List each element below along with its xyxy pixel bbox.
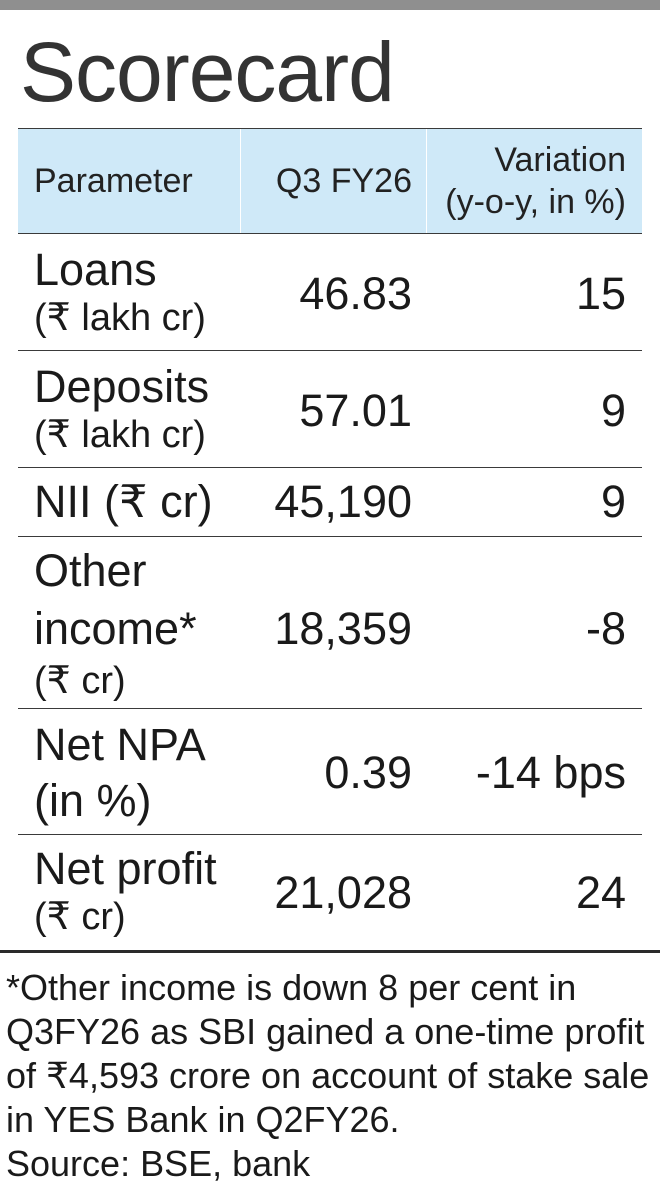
row-q3-value: 45,190 bbox=[274, 476, 412, 527]
row-variation-value: 15 bbox=[575, 268, 626, 319]
header-q3: Q3 FY26 bbox=[275, 161, 412, 200]
table-row: Deposits (₹ lakh cr) 57.01 9 bbox=[18, 351, 642, 468]
row-label-main: Net NPA bbox=[34, 719, 206, 770]
row-label: Loans (₹ lakh cr) bbox=[34, 246, 206, 342]
header-parameter: Parameter bbox=[34, 161, 193, 200]
row-q3-value: 0.39 bbox=[324, 747, 412, 798]
footnote: *Other income is down 8 per cent in Q3FY… bbox=[6, 966, 656, 1186]
table-row: Net NPA (in %) 0.39 -14 bps bbox=[18, 709, 642, 835]
row-label: Other income* (₹ cr) bbox=[34, 547, 197, 705]
header-variation: Variation (y-o-y, in %) bbox=[426, 129, 626, 233]
table-header-row: Parameter Q3 FY26 Variation (y-o-y, in %… bbox=[18, 128, 642, 234]
table-bottom-rule bbox=[0, 950, 660, 953]
row-variation-value: -8 bbox=[585, 603, 626, 654]
header-variation-line2: (y-o-y, in %) bbox=[445, 183, 626, 221]
row-label-main: Net profit bbox=[34, 843, 217, 894]
top-rule bbox=[0, 0, 660, 10]
table-row: Loans (₹ lakh cr) 46.83 15 bbox=[18, 234, 642, 351]
row-variation-value: 9 bbox=[600, 385, 626, 436]
header-divider bbox=[240, 129, 241, 233]
table-row: Other income* (₹ cr) 18,359 -8 bbox=[18, 537, 642, 709]
scorecard-table: Parameter Q3 FY26 Variation (y-o-y, in %… bbox=[18, 128, 642, 947]
row-label: Net NPA (in %) bbox=[34, 721, 206, 825]
row-variation-value: 24 bbox=[575, 867, 626, 918]
row-variation-value: -14 bps bbox=[475, 747, 626, 798]
row-label-sub: (₹ lakh cr) bbox=[34, 414, 206, 456]
row-label-main: Loans bbox=[34, 244, 157, 295]
footnote-line: Q3FY26 as SBI gained a one-time profit bbox=[6, 1011, 645, 1052]
table-row: Net profit (₹ cr) 21,028 24 bbox=[18, 835, 642, 947]
row-variation-value: 9 bbox=[600, 476, 626, 527]
header-variation-line1: Variation bbox=[494, 141, 626, 179]
row-label-main-2: income* bbox=[34, 603, 197, 654]
source-line: Source: BSE, bank bbox=[6, 1143, 311, 1184]
footnote-line: of ₹4,593 crore on account of stake sale bbox=[6, 1055, 650, 1096]
row-label-sub: (₹ lakh cr) bbox=[34, 297, 206, 339]
row-q3-value: 46.83 bbox=[299, 268, 412, 319]
row-label: Net profit (₹ cr) bbox=[34, 845, 217, 941]
row-q3-value: 21,028 bbox=[274, 867, 412, 918]
row-label-sub: (in %) bbox=[34, 775, 152, 826]
row-label-sub: (₹ cr) bbox=[34, 896, 126, 938]
row-q3-value: 57.01 bbox=[299, 385, 412, 436]
row-q3-value: 18,359 bbox=[274, 603, 412, 654]
row-label: Deposits (₹ lakh cr) bbox=[34, 363, 209, 459]
table-row: NII (₹ cr) 45,190 9 bbox=[18, 468, 642, 537]
row-label-main: Other bbox=[34, 545, 147, 596]
row-label: NII (₹ cr) bbox=[34, 476, 213, 527]
footnote-line: in YES Bank in Q2FY26. bbox=[6, 1099, 400, 1140]
row-label-main: Deposits bbox=[34, 361, 210, 412]
row-label-sub: (₹ cr) bbox=[34, 660, 126, 702]
page-title: Scorecard bbox=[20, 25, 395, 119]
header-divider bbox=[426, 129, 427, 233]
footnote-line: *Other income is down 8 per cent in bbox=[6, 967, 577, 1008]
